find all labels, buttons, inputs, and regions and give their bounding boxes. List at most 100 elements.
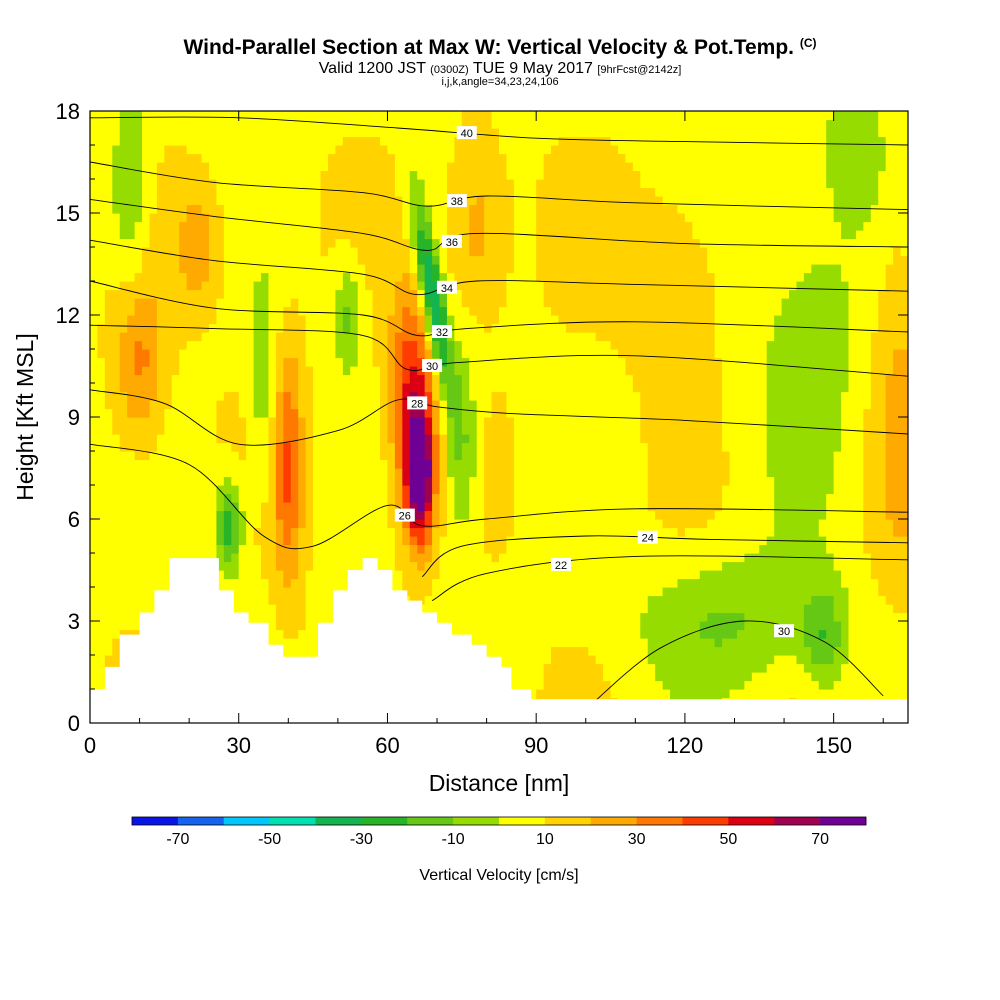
w-cell [491, 136, 500, 146]
w-cell [156, 451, 165, 461]
w-cell [513, 587, 522, 597]
w-cell [565, 468, 574, 478]
w-cell [536, 527, 545, 537]
w-cell [112, 604, 121, 614]
w-cell [194, 255, 203, 265]
w-cell [97, 128, 106, 138]
w-cell [223, 468, 232, 478]
w-cell [238, 306, 247, 316]
w-cell [342, 204, 351, 214]
w-cell [216, 332, 225, 342]
w-cell [127, 587, 136, 597]
w-cell [156, 119, 165, 129]
w-cell [186, 357, 195, 367]
w-cell [476, 442, 485, 452]
w-cell [268, 391, 277, 401]
w-cell [186, 527, 195, 537]
w-cell [298, 272, 307, 282]
w-cell [231, 366, 240, 376]
w-cell [142, 221, 151, 231]
w-cell [357, 230, 366, 240]
w-cell [268, 527, 277, 537]
w-cell [327, 502, 336, 512]
w-cell [313, 204, 322, 214]
w-cell [208, 238, 218, 248]
w-cell [446, 213, 455, 223]
w-cell [149, 170, 158, 180]
w-cell [171, 272, 180, 282]
w-cell [528, 357, 537, 367]
w-cell [521, 179, 530, 189]
w-cell [261, 578, 270, 588]
w-cell [417, 238, 426, 248]
w-cell [253, 527, 262, 537]
w-cell [484, 434, 493, 444]
w-cell [521, 587, 530, 597]
w-cell [90, 408, 99, 418]
w-cell [476, 187, 485, 197]
w-cell [216, 272, 225, 282]
w-cell [305, 621, 314, 631]
w-cell [380, 281, 389, 291]
w-cell [201, 408, 210, 418]
w-cell [551, 502, 560, 512]
w-cell [558, 587, 567, 597]
w-cell [194, 119, 203, 129]
w-cell [313, 604, 322, 614]
w-cell [417, 315, 426, 325]
w-cell [543, 213, 552, 223]
w-cell [372, 315, 381, 325]
w-cell [439, 340, 448, 350]
w-cell [461, 162, 470, 172]
w-cell [283, 153, 292, 163]
w-cell [97, 332, 106, 342]
w-cell [491, 204, 500, 214]
w-cell [97, 383, 106, 393]
w-cell [565, 519, 574, 529]
w-cell [97, 315, 106, 325]
w-cell [469, 468, 478, 478]
w-cell [246, 451, 255, 461]
w-cell [491, 612, 500, 622]
w-cell [268, 417, 277, 427]
w-cell [372, 187, 381, 197]
w-cell [201, 196, 210, 206]
w-cell [551, 179, 560, 189]
w-cell [194, 340, 203, 350]
w-cell [417, 561, 426, 571]
w-cell [558, 680, 567, 690]
w-cell [223, 213, 232, 223]
w-cell [216, 221, 225, 231]
w-cell [201, 111, 210, 121]
w-cell [253, 468, 262, 478]
w-cell [179, 247, 188, 257]
w-cell [357, 162, 366, 172]
w-cell [446, 459, 455, 469]
w-cell [454, 544, 463, 554]
w-cell [201, 544, 210, 554]
w-cell [454, 332, 463, 342]
w-cell [134, 340, 143, 350]
w-cell [454, 349, 463, 359]
w-cell [476, 179, 485, 189]
w-cell [536, 255, 545, 265]
w-cell [283, 145, 292, 155]
w-cell [543, 111, 552, 121]
w-cell [327, 553, 336, 563]
w-cell [127, 238, 136, 248]
w-cell [394, 476, 403, 486]
w-cell [350, 451, 359, 461]
w-cell [261, 213, 270, 223]
w-cell [90, 391, 99, 401]
w-cell [432, 604, 441, 614]
w-cell [484, 281, 493, 291]
w-cell [290, 136, 299, 146]
w-cell [573, 604, 582, 614]
w-cell [298, 204, 307, 214]
w-cell [342, 374, 351, 384]
w-cell [231, 289, 240, 299]
w-cell [558, 187, 567, 197]
w-cell [261, 604, 270, 614]
w-cell [194, 136, 203, 146]
w-cell [90, 629, 99, 639]
